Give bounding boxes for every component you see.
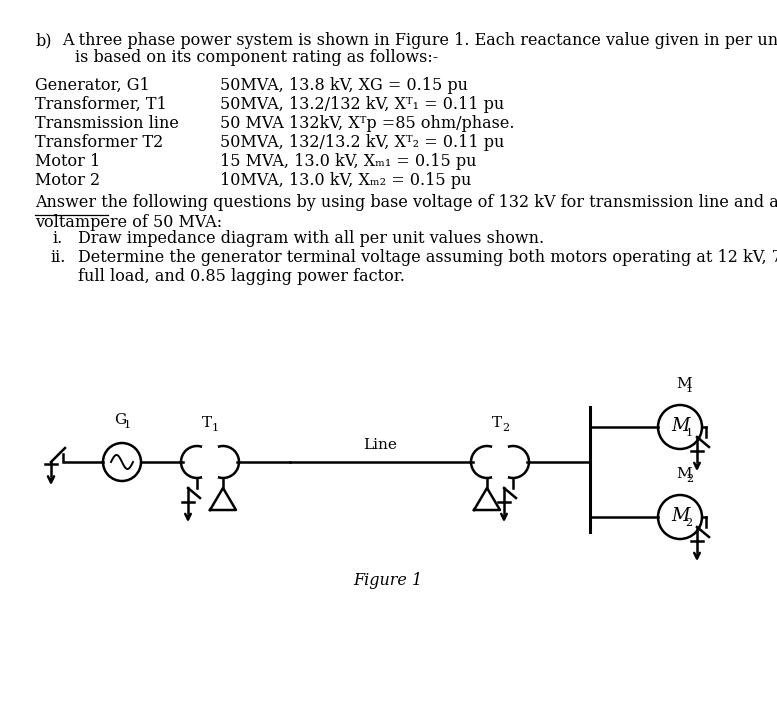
Text: 2: 2 bbox=[686, 474, 693, 484]
Text: M: M bbox=[676, 377, 692, 391]
Text: voltampere of 50 MVA:: voltampere of 50 MVA: bbox=[35, 214, 222, 231]
Text: 50MVA, 13.2/132 kV, Xᵀ₁ = 0.11 pu: 50MVA, 13.2/132 kV, Xᵀ₁ = 0.11 pu bbox=[220, 96, 504, 113]
Text: 50MVA, 132/13.2 kV, Xᵀ₂ = 0.11 pu: 50MVA, 132/13.2 kV, Xᵀ₂ = 0.11 pu bbox=[220, 134, 504, 151]
Text: Transmission line: Transmission line bbox=[35, 115, 179, 132]
Text: 1: 1 bbox=[686, 384, 693, 394]
Text: i.: i. bbox=[52, 230, 62, 247]
Text: Draw impedance diagram with all per unit values shown.: Draw impedance diagram with all per unit… bbox=[78, 230, 544, 247]
Text: M: M bbox=[676, 467, 692, 481]
Polygon shape bbox=[202, 446, 218, 478]
Text: Motor 1: Motor 1 bbox=[35, 153, 100, 170]
Text: 1: 1 bbox=[212, 423, 219, 433]
Text: 2: 2 bbox=[685, 518, 692, 528]
Text: 15 MVA, 13.0 kV, Xₘ₁ = 0.15 pu: 15 MVA, 13.0 kV, Xₘ₁ = 0.15 pu bbox=[220, 153, 476, 170]
Text: 50MVA, 13.8 kV, XG = 0.15 pu: 50MVA, 13.8 kV, XG = 0.15 pu bbox=[220, 77, 468, 94]
Text: A three phase power system is shown in Figure 1. Each reactance value given in p: A three phase power system is shown in F… bbox=[62, 32, 777, 49]
Polygon shape bbox=[492, 446, 508, 478]
Text: Figure 1: Figure 1 bbox=[354, 572, 423, 589]
Text: Transformer T2: Transformer T2 bbox=[35, 134, 163, 151]
Text: T: T bbox=[492, 416, 502, 430]
Text: Answer the following questions by using base voltage of 132 kV for transmission : Answer the following questions by using … bbox=[35, 194, 777, 211]
Text: M: M bbox=[671, 417, 689, 435]
Text: 10MVA, 13.0 kV, Xₘ₂ = 0.15 pu: 10MVA, 13.0 kV, Xₘ₂ = 0.15 pu bbox=[220, 172, 472, 189]
Text: 1: 1 bbox=[124, 420, 131, 430]
Text: Motor 2: Motor 2 bbox=[35, 172, 100, 189]
Text: M: M bbox=[671, 507, 689, 525]
Text: is based on its component rating as follows:-: is based on its component rating as foll… bbox=[75, 49, 438, 66]
Text: G: G bbox=[114, 413, 126, 427]
Text: full load, and 0.85 lagging power factor.: full load, and 0.85 lagging power factor… bbox=[78, 268, 405, 285]
Text: Transformer, T1: Transformer, T1 bbox=[35, 96, 167, 113]
Text: Determine the generator terminal voltage assuming both motors operating at 12 kV: Determine the generator terminal voltage… bbox=[78, 249, 777, 266]
Text: 2: 2 bbox=[502, 423, 509, 433]
Text: T: T bbox=[202, 416, 212, 430]
Text: ii.: ii. bbox=[50, 249, 65, 266]
Text: Generator, G1: Generator, G1 bbox=[35, 77, 150, 94]
Text: b): b) bbox=[35, 32, 51, 49]
Text: 50 MVA 132kV, Xᵀp =85 ohm/phase.: 50 MVA 132kV, Xᵀp =85 ohm/phase. bbox=[220, 115, 514, 132]
Text: 1: 1 bbox=[685, 428, 692, 438]
Text: Line: Line bbox=[363, 438, 397, 452]
